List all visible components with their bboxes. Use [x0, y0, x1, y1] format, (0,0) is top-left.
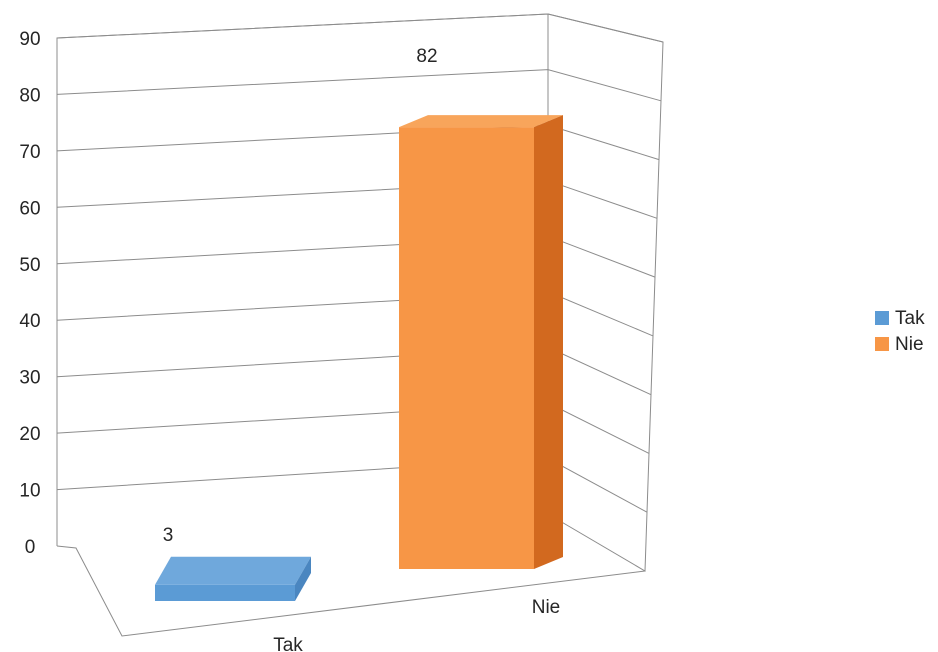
bar-front-nie: [399, 127, 534, 569]
gridlines: [56, 13, 664, 513]
y-tick: 90: [19, 29, 40, 50]
y-tick: 40: [19, 311, 40, 332]
y-tick: 70: [19, 142, 40, 163]
legend: Tak Nie: [875, 308, 925, 355]
bars: [155, 115, 563, 601]
bar-front-tak: [155, 584, 295, 601]
legend-swatch-tak: [875, 311, 889, 325]
gridline: [56, 124, 660, 161]
x-category-label-nie: Nie: [532, 597, 561, 618]
y-tick: 60: [19, 198, 40, 219]
data-label-tak: 3: [163, 525, 174, 546]
chart-frame: [56, 13, 664, 637]
legend-swatch-nie: [875, 337, 889, 351]
gridline: [56, 180, 658, 219]
data-labels: 3 82: [163, 46, 438, 546]
x-category-label-tak: Tak: [273, 635, 303, 652]
bar-side-nie: [534, 115, 563, 569]
x-axis-labels: Tak Nie: [273, 597, 560, 652]
bar-side-tak: [295, 556, 311, 601]
data-label-nie: 82: [416, 46, 437, 67]
bar-tak: [155, 556, 311, 601]
y-tick: 50: [19, 255, 40, 276]
y-tick: 0: [25, 537, 36, 558]
gridline: [56, 69, 662, 102]
gridline: [56, 13, 664, 43]
y-tick: 80: [19, 85, 40, 106]
legend-label-tak: Tak: [895, 308, 925, 329]
y-tick: 10: [19, 481, 40, 502]
y-tick: 20: [19, 424, 40, 445]
y-axis-ticks: 0 10 20 30 40 50 60 70 80 90: [19, 29, 40, 558]
floor-frame: [56, 545, 646, 637]
y-tick: 30: [19, 368, 40, 389]
gridline: [56, 235, 656, 278]
side-wall-frame: [547, 13, 664, 572]
bar-top-tak: [155, 556, 311, 585]
bar-nie: [399, 115, 563, 569]
gridline: [56, 291, 654, 337]
bar-top-nie: [399, 115, 563, 128]
legend-label-nie: Nie: [895, 334, 924, 355]
